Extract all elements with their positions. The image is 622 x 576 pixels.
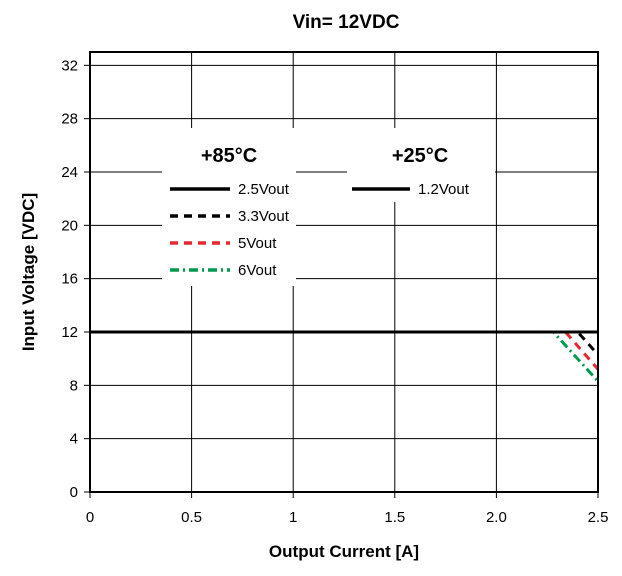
legend-entry-label: 5Vout: [238, 235, 277, 252]
series-line-3-3vout: [90, 330, 600, 356]
y-tick-label: 16: [61, 271, 78, 288]
x-axis-label: Output Current [A]: [269, 542, 419, 561]
legend-box-85c: [162, 128, 296, 286]
legend-entry-label: 3.3Vout: [238, 208, 290, 225]
legend: +85°C 2.5Vout 3.3Vout 5Vout 6Vout +25°C 1.2Vou…: [162, 128, 495, 286]
x-tick-label: 1: [289, 509, 297, 526]
x-tick-label: 2.0: [486, 509, 507, 526]
x-tick-label: 2.5: [588, 509, 609, 526]
plot-frame: [89, 51, 599, 493]
legend-entry-label: 1.2Vout: [418, 181, 470, 198]
chart-title: Vin= 12VDC: [293, 12, 400, 33]
x-tick-label: 1.5: [384, 509, 405, 526]
y-tick-label: 8: [70, 377, 78, 394]
series-layer: [90, 330, 600, 383]
legend-entry-label: 2.5Vout: [238, 181, 290, 198]
y-tick-label: 24: [61, 164, 78, 181]
y-tick-label: 4: [70, 431, 78, 448]
legend-entry-label: 6Vout: [238, 262, 277, 279]
y-tick-label: 32: [61, 57, 78, 74]
x-tick-label: 0: [86, 509, 94, 526]
y-tick-labels: 0 4 8 12 16 20 24 28 32: [61, 57, 78, 501]
legend-heading: +25°C: [392, 145, 448, 167]
y-tick-label: 0: [70, 484, 78, 501]
y-tick-label: 20: [61, 217, 78, 234]
y-axis-label: Input Voltage [VDC]: [19, 193, 38, 351]
y-tick-label: 12: [61, 324, 78, 341]
x-tick-label: 0.5: [181, 509, 202, 526]
y-tick-label: 28: [61, 111, 78, 128]
legend-heading: +85°C: [201, 145, 257, 167]
x-tick-labels: 0 0.5 1 1.5 2.0 2.5: [86, 509, 609, 526]
